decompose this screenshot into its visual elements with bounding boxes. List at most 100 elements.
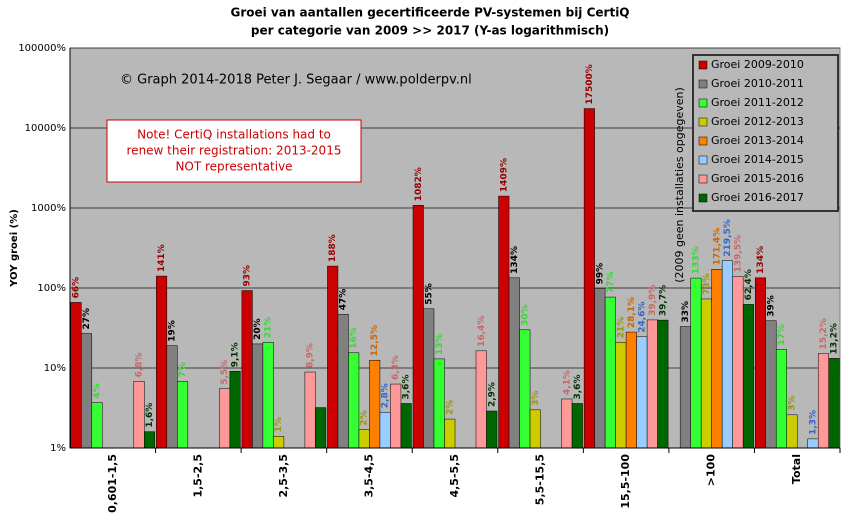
data-label: 1%	[274, 417, 284, 432]
bar	[369, 359, 381, 449]
bar	[133, 381, 145, 449]
bar	[412, 205, 424, 449]
x-tick-label: 1,5-2,5	[191, 454, 204, 498]
bar	[304, 371, 316, 449]
data-label: 13,2%	[829, 323, 839, 354]
bar	[817, 353, 829, 449]
bar	[81, 333, 93, 449]
bar	[337, 313, 349, 449]
data-label: 12,5%	[370, 325, 380, 356]
note-text: Note! CertiQ installations had to	[137, 128, 331, 142]
data-label: 28,1%	[627, 297, 637, 328]
bar	[594, 288, 606, 449]
bar	[348, 352, 360, 449]
data-label: 33%	[681, 301, 691, 323]
bar	[273, 436, 285, 449]
data-label: 2,8%	[381, 383, 391, 408]
data-label: 4,1%	[562, 370, 572, 395]
x-tick-label: 4,5-5,5	[448, 454, 461, 498]
data-label: 30%	[520, 304, 530, 326]
x-tick-label: 15,5-100	[619, 454, 632, 509]
data-label: 77%	[606, 272, 616, 294]
bar	[721, 260, 733, 449]
legend-label: Groei 2014-2015	[711, 153, 804, 166]
x-tick-label: 3,5-4,5	[362, 454, 375, 498]
data-label: 6,8%	[135, 352, 145, 377]
data-label: 9,1%	[231, 342, 241, 367]
bar	[636, 336, 648, 449]
data-label: 21%	[264, 317, 274, 339]
bar	[646, 319, 658, 449]
note-text: NOT representative	[175, 160, 292, 174]
bar	[732, 276, 744, 449]
note-box	[106, 119, 362, 183]
x-tick-label: >100	[705, 454, 718, 487]
bar	[219, 388, 231, 449]
bar	[498, 195, 510, 449]
bar	[508, 277, 520, 449]
bar	[561, 398, 573, 449]
data-label: 66%	[72, 277, 82, 299]
bar	[828, 358, 840, 449]
data-label: 1,6%	[145, 403, 155, 428]
bar	[156, 275, 168, 449]
bar	[765, 320, 777, 449]
data-label: 62,4%	[744, 269, 754, 300]
legend-label: Groei 2012-2013	[711, 115, 804, 128]
data-label: 3%	[787, 396, 797, 411]
bar	[615, 341, 627, 449]
data-label: 2,9%	[487, 382, 497, 407]
data-label: 171,4%	[712, 228, 722, 266]
legend-label: Groei 2013-2014	[711, 134, 804, 147]
data-label: 13%	[435, 333, 445, 355]
data-label: 1409%	[499, 158, 509, 192]
bar	[177, 381, 189, 449]
side-note: (2009 geen installaties opgegeven)	[673, 87, 686, 283]
data-label: 27%	[82, 308, 92, 330]
legend-label: Groei 2009-2010	[711, 58, 804, 71]
data-label: 21%	[616, 317, 626, 339]
bar	[444, 418, 456, 449]
copyright: © Graph 2014-2018 Peter J. Segaar / www.…	[120, 73, 472, 88]
data-label: 134%	[510, 246, 520, 274]
x-tick-label: Total	[790, 454, 803, 484]
data-label: 219,5%	[723, 219, 733, 257]
legend-swatch	[698, 79, 708, 89]
data-label: 17500%	[585, 64, 595, 104]
x-tick-label: 5,5-15,5	[534, 454, 547, 505]
data-label: 55%	[424, 283, 434, 305]
bar	[262, 341, 274, 449]
data-label: 3,6%	[573, 375, 583, 400]
data-label: 139,5%	[733, 235, 743, 273]
bar	[711, 269, 723, 449]
data-label: 16%	[349, 327, 359, 349]
y-tick-label: 10%	[44, 363, 66, 374]
legend-label: Groei 2016-2017	[711, 191, 804, 204]
bar	[775, 349, 787, 449]
y-tick-label: 1%	[50, 443, 66, 454]
legend-box	[692, 54, 839, 212]
data-label: 19%	[168, 320, 178, 342]
data-label: 188%	[328, 234, 338, 262]
x-tick-label: 0,601-1,5	[106, 454, 119, 513]
data-label: 93%	[243, 265, 253, 287]
data-label: 2%	[360, 410, 370, 425]
data-label: 17%	[777, 324, 787, 346]
bar	[679, 326, 691, 449]
data-label: 141%	[157, 244, 167, 272]
y-tick-label: 100000%	[18, 43, 66, 54]
data-label: 6,3%	[391, 355, 401, 380]
data-label: 15,2%	[819, 318, 829, 349]
data-label: 16,4%	[477, 316, 487, 347]
data-label: 8,9%	[306, 343, 316, 368]
data-label: 99%	[595, 263, 605, 285]
bar	[571, 403, 583, 449]
legend-label: Groei 2010-2011	[711, 77, 804, 90]
bar	[390, 383, 402, 449]
data-label: 2%	[445, 400, 455, 415]
y-tick-label: 100%	[37, 283, 66, 294]
y-tick-label: 10000%	[25, 123, 66, 134]
chart-subtitle: per categorie van 2009 >> 2017 (Y-as log…	[251, 24, 609, 38]
data-label: 3%	[531, 391, 541, 406]
data-label: 133%	[691, 246, 701, 274]
